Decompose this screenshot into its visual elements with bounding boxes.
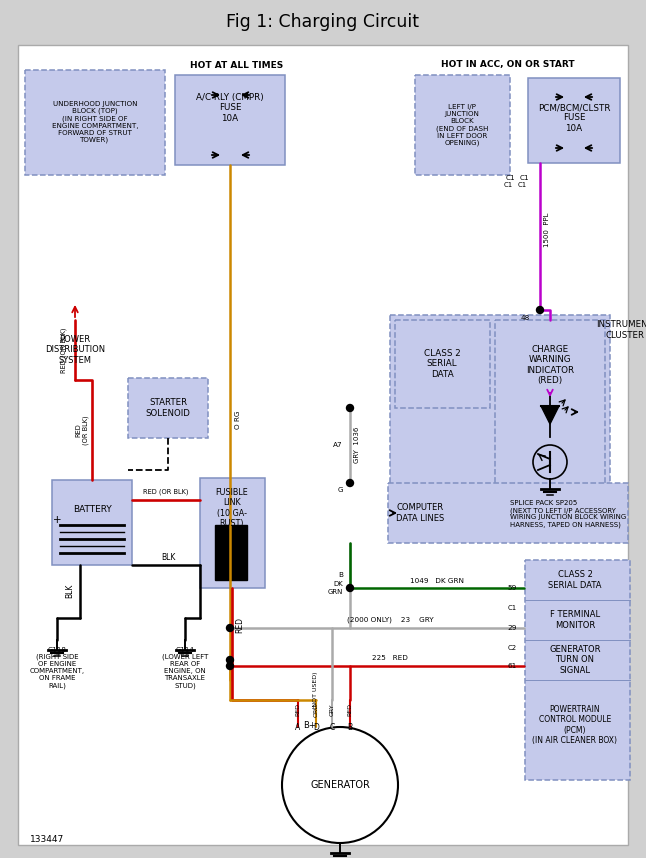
Text: 1049   DK GRN: 1049 DK GRN [410,578,464,584]
Text: PCM/BCM/CLSTR
FUSE
10A: PCM/BCM/CLSTR FUSE 10A [537,103,610,133]
Text: 61: 61 [508,663,517,669]
Bar [215,525,247,580]
Polygon shape [541,406,559,424]
Bar [175,75,285,165]
Text: C: C [329,723,335,733]
Text: LEFT I/P
JUNCTION
BLOCK
(END OF DASH
IN LEFT DOOR
OPENING): LEFT I/P JUNCTION BLOCK (END OF DASH IN … [436,104,488,146]
Text: D: D [313,723,319,733]
Text: GRY: GRY [329,704,335,716]
Text: GENERATOR: GENERATOR [310,780,370,790]
Text: A/C RLY (CMPR)
FUSE
10A: A/C RLY (CMPR) FUSE 10A [196,94,264,123]
Text: GENERATOR
TURN ON
SIGNAL: GENERATOR TURN ON SIGNAL [549,645,601,675]
Circle shape [227,625,233,631]
Text: C1: C1 [503,182,513,188]
Text: C1: C1 [505,175,515,181]
Bar [388,483,628,543]
Bar [395,320,490,408]
Text: BLK: BLK [161,553,175,563]
Text: RED: RED [295,704,300,716]
Text: HOT AT ALL TIMES: HOT AT ALL TIMES [191,61,284,69]
Text: B: B [338,572,343,578]
Text: G: G [337,487,343,493]
Text: C2: C2 [508,645,517,651]
Text: GRY  1036: GRY 1036 [354,426,360,463]
Text: B+: B+ [304,722,317,730]
Text: 1500  PPL: 1500 PPL [544,213,550,247]
Text: RED: RED [348,704,353,716]
Text: 225   RED: 225 RED [372,655,408,661]
Text: UNDERHOOD JUNCTION
BLOCK (TOP)
(IN RIGHT SIDE OF
ENGINE COMPARTMENT,
FORWARD OF : UNDERHOOD JUNCTION BLOCK (TOP) (IN RIGHT… [52,100,138,143]
Bar [200,478,265,588]
Text: (NOT USED): (NOT USED) [313,671,318,709]
Bar [528,78,620,163]
Text: CLASS 2
SERIAL DATA: CLASS 2 SERIAL DATA [548,571,602,589]
Text: POWERTRAIN
CONTROL MODULE
(PCM)
(IN AIR CLEANER BOX): POWERTRAIN CONTROL MODULE (PCM) (IN AIR … [532,705,618,745]
Text: CHARGE
WARNING
INDICATOR
(RED): CHARGE WARNING INDICATOR (RED) [526,345,574,385]
Text: 59: 59 [508,585,517,591]
Circle shape [346,584,353,591]
Text: BLK: BLK [65,583,74,598]
Text: STARTER
SOLENOID: STARTER SOLENOID [145,398,191,418]
Circle shape [346,404,353,412]
Text: G114
(LOWER LEFT
REAR OF
ENGINE, ON
TRANSAXLE
STUD): G114 (LOWER LEFT REAR OF ENGINE, ON TRAN… [162,647,208,689]
Text: RED (OR BLK): RED (OR BLK) [61,327,67,372]
Bar [525,560,630,780]
Bar [415,75,510,175]
Text: FUSIBLE
LINK
(10 GA-
RUST): FUSIBLE LINK (10 GA- RUST) [216,488,248,529]
Text: 133447: 133447 [30,836,64,844]
Circle shape [282,727,398,843]
Text: RED
(OR BLK): RED (OR BLK) [75,415,89,444]
Bar [52,480,132,565]
Text: HOT IN ACC, ON OR START: HOT IN ACC, ON OR START [441,61,575,69]
Circle shape [227,662,233,669]
Text: F TERMINAL
MONITOR: F TERMINAL MONITOR [550,610,600,630]
Text: RED (OR BLK): RED (OR BLK) [143,489,189,495]
Text: CLASS 2
SERIAL
DATA: CLASS 2 SERIAL DATA [424,349,461,379]
Text: POWER
DISTRIBUTION
SYSTEM: POWER DISTRIBUTION SYSTEM [45,335,105,365]
Text: C1: C1 [519,175,529,181]
Bar [390,315,610,515]
Text: RED: RED [236,617,244,633]
Text: O RG: O RG [235,411,241,429]
Text: DK
GRN: DK GRN [328,582,343,595]
Text: A7: A7 [333,442,343,448]
Text: A: A [295,723,300,733]
Text: C1: C1 [508,605,517,611]
Text: Fig 1: Charging Circuit: Fig 1: Charging Circuit [227,13,419,31]
Text: C1: C1 [517,182,526,188]
Circle shape [227,656,233,663]
Text: ORG: ORG [313,703,318,717]
Bar [128,378,208,438]
Text: +: + [53,515,61,525]
Bar [25,70,165,175]
Text: 48: 48 [521,315,530,321]
Circle shape [346,480,353,486]
Text: B: B [348,723,353,733]
Text: 29: 29 [508,625,517,631]
Text: COMPUTER
DATA LINES: COMPUTER DATA LINES [396,504,444,523]
Text: BATTERY: BATTERY [72,505,111,515]
Text: G118
(RIGHT SIDE
OF ENGINE
COMPARTMENT,
ON FRAME
RAIL): G118 (RIGHT SIDE OF ENGINE COMPARTMENT, … [30,647,85,689]
Text: INSTRUMENT
CLUSTER: INSTRUMENT CLUSTER [596,320,646,340]
Text: SPLICE PACK SP205
(NEXT TO LEFT I/P ACCESSORY
WIRING JUNCTION BLOCK WIRING
HARNE: SPLICE PACK SP205 (NEXT TO LEFT I/P ACCE… [510,500,626,528]
Circle shape [536,306,543,313]
Bar [495,320,605,510]
Text: (2000 ONLY)    23    GRY: (2000 ONLY) 23 GRY [347,617,433,623]
